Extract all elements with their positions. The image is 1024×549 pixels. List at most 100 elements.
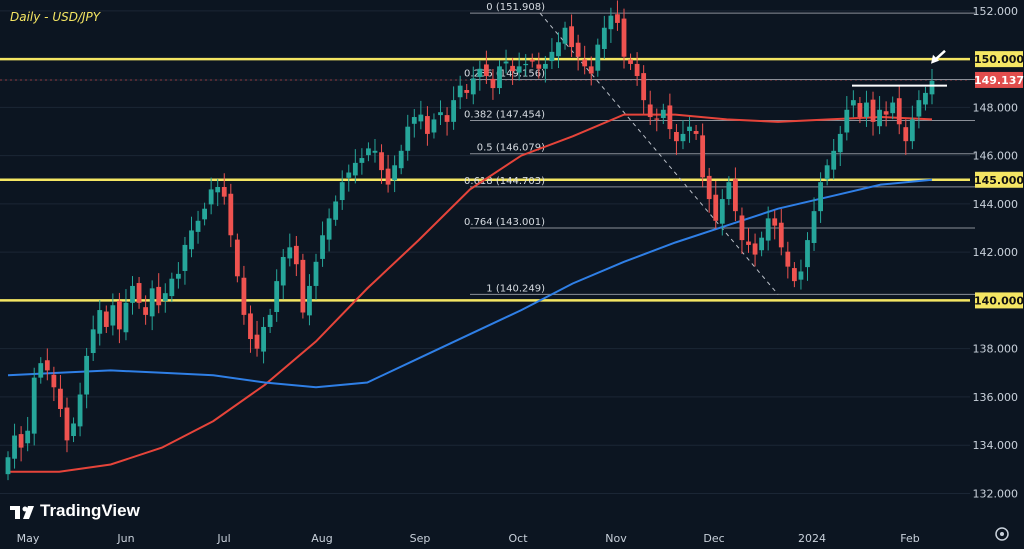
time-tick-label: May xyxy=(17,532,40,545)
gear-icon-ring[interactable] xyxy=(995,527,1009,541)
candle-body xyxy=(582,59,588,67)
time-tick-label: Dec xyxy=(703,532,724,545)
candle-body xyxy=(470,78,476,95)
candle-body xyxy=(556,42,561,57)
candle-body xyxy=(759,237,765,251)
candle-body xyxy=(798,271,804,280)
candle-body xyxy=(444,115,450,122)
candle-body xyxy=(765,218,771,241)
fib-label: 0.382 (147.454) xyxy=(464,110,545,121)
candle-body xyxy=(58,388,63,410)
candle-body xyxy=(477,68,483,77)
candle-body xyxy=(326,218,332,240)
price-tick-label: 146.000 xyxy=(973,150,1019,163)
candle-body xyxy=(752,243,758,255)
fib-trend-line[interactable] xyxy=(539,12,779,295)
candle-body xyxy=(464,90,470,93)
price-tick-label: 148.000 xyxy=(973,101,1019,114)
time-tick-label: 2024 xyxy=(798,532,826,545)
candle-body xyxy=(438,112,443,116)
candle-body xyxy=(51,374,57,388)
candle-body xyxy=(123,302,129,333)
candle-body xyxy=(248,313,253,340)
candle-body xyxy=(850,100,856,106)
last-price-box xyxy=(975,71,1023,88)
level-price-label: 145.000 xyxy=(974,174,1024,187)
candle-body xyxy=(929,80,935,95)
candle-body xyxy=(483,64,489,77)
candle-body xyxy=(38,363,44,378)
price-tick-label: 144.000 xyxy=(973,198,1019,211)
candle-body xyxy=(726,182,732,200)
candle-body xyxy=(64,407,70,441)
candle-body xyxy=(169,278,175,297)
candle-body xyxy=(71,423,76,437)
candle-body xyxy=(621,18,627,57)
candle-body xyxy=(307,285,312,316)
candle-body xyxy=(857,103,863,118)
arrow-annotation-head xyxy=(931,54,939,64)
candle-body xyxy=(97,310,103,334)
candle-body xyxy=(864,102,869,118)
candle-body xyxy=(733,179,738,212)
fib-label: 0.618 (144.703) xyxy=(464,176,545,187)
candle-body xyxy=(824,165,830,180)
candle-body xyxy=(778,222,784,248)
candle-body xyxy=(916,100,922,117)
fibonacci-retracement[interactable]: 0 (151.908) 0.236 (149.156) 0.382 (147.454… xyxy=(464,2,975,295)
candlesticks xyxy=(5,0,935,481)
time-tick-label: Aug xyxy=(311,532,332,545)
candle-body xyxy=(267,314,273,327)
candle-body xyxy=(529,59,535,62)
level-price-label: 140.000 xyxy=(974,294,1024,307)
candle-body xyxy=(221,187,227,197)
gear-icon[interactable] xyxy=(995,527,1009,541)
candle-body xyxy=(202,208,207,220)
candle-body xyxy=(536,64,542,69)
candle-body xyxy=(909,119,915,142)
candle-body xyxy=(700,135,706,178)
level-price-box xyxy=(975,51,1023,68)
fib-label: 0.764 (143.001) xyxy=(464,217,545,228)
candle-body xyxy=(359,158,365,163)
candle-body xyxy=(418,114,424,122)
candle-body xyxy=(18,434,24,448)
candle-body xyxy=(562,27,568,44)
candle-body xyxy=(254,334,260,349)
tradingview-logo-dot xyxy=(22,506,28,512)
candle-body xyxy=(241,277,247,315)
tradingview-logo: TradingView xyxy=(10,501,141,520)
candle-body xyxy=(182,244,188,271)
price-axis[interactable]: 132.000 134.000 136.000 138.000 142.000 144.0… xyxy=(973,5,1019,501)
candle-body xyxy=(667,105,673,130)
candle-body xyxy=(497,66,502,89)
candle-body xyxy=(149,288,155,317)
gear-icon-center[interactable] xyxy=(1000,532,1004,536)
candle-body xyxy=(320,235,325,259)
candle-body xyxy=(503,61,509,64)
candle-body xyxy=(510,65,515,72)
candle-body xyxy=(923,92,928,105)
candle-body xyxy=(143,307,149,315)
level-price-box xyxy=(975,292,1023,309)
candle-body xyxy=(280,256,286,286)
candle-body xyxy=(208,189,214,205)
candle-body xyxy=(346,172,352,178)
tradingview-logo-stroke xyxy=(23,506,34,519)
level-price-box xyxy=(975,171,1023,188)
candle-body xyxy=(569,26,574,48)
candle-body xyxy=(687,126,692,132)
candle-body xyxy=(811,211,817,243)
time-axis[interactable]: May Jun Jul Aug Sep Oct Nov Dec 2024 Feb xyxy=(17,532,920,545)
candle-body xyxy=(379,152,384,171)
time-tick-label: Feb xyxy=(900,532,919,545)
tradingview-logo-mark xyxy=(10,506,20,519)
candle-body xyxy=(333,201,339,220)
horizontal-levels: 150.000 145.000 140.000 149.137 xyxy=(0,51,1024,309)
candle-body xyxy=(831,150,837,170)
price-tick-label: 134.000 xyxy=(973,439,1019,452)
candle-body xyxy=(156,286,162,306)
